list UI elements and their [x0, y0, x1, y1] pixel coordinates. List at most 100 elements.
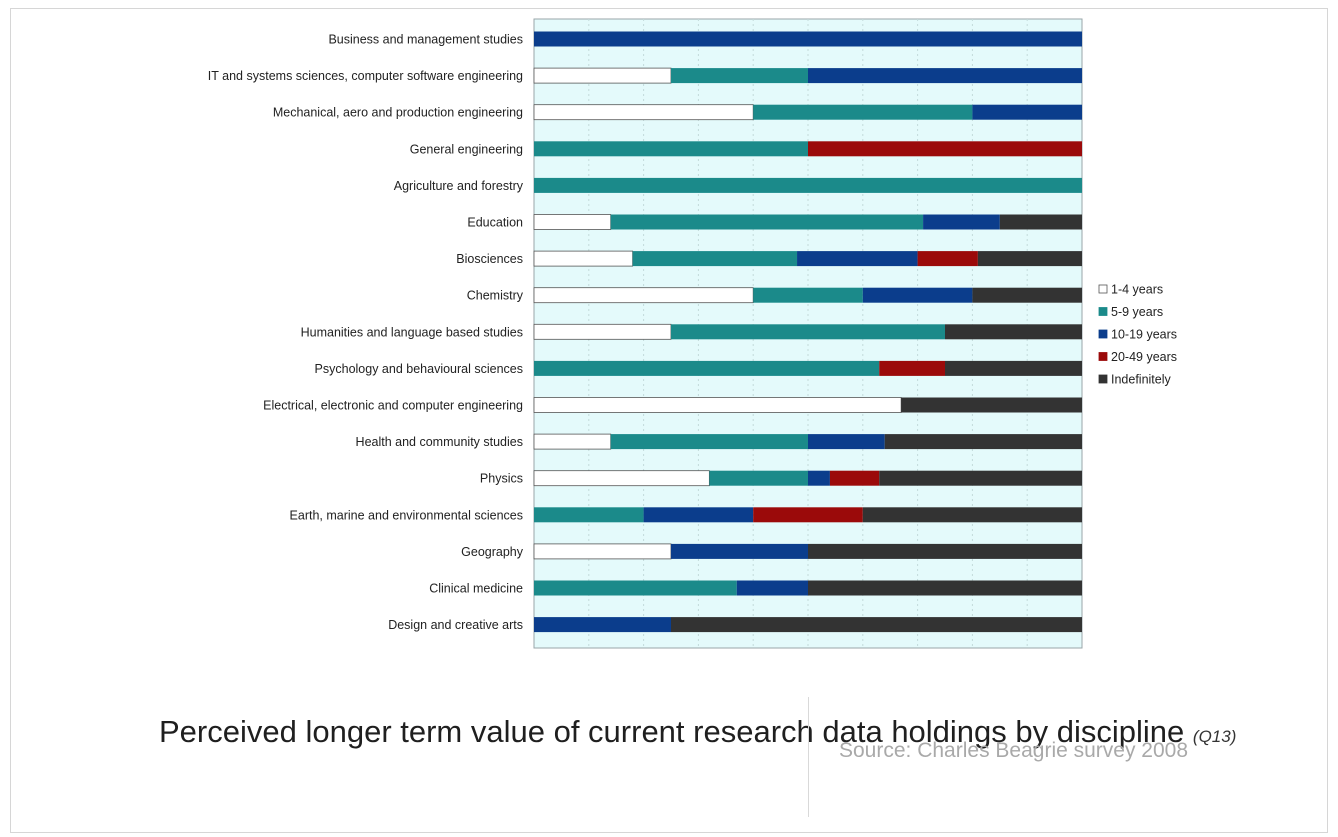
bar-segment-10-19-years [808, 68, 1082, 84]
bars [533, 31, 1082, 633]
bar-segment-indefinitely [945, 324, 1082, 340]
bar-segment-10-19-years [862, 287, 973, 303]
bar-segment-10-19-years [972, 104, 1082, 120]
category-label: Physics [480, 472, 523, 486]
category-label: Humanities and language based studies [301, 325, 523, 339]
category-label: Psychology and behavioural sciences [315, 362, 523, 376]
bar-segment-indefinitely [808, 580, 1082, 596]
legend-label: 5-9 years [1111, 305, 1163, 319]
bar-segment-5-9-years [671, 324, 945, 340]
legend: 1-4 years 5-9 years 10-19 years 20-49 years… [1098, 283, 1177, 387]
bar-row-humanities-and-language-based-studies [533, 323, 1082, 340]
bar-row-agriculture-and-forestry [534, 177, 1082, 193]
bar-segment-1-4-years [533, 543, 672, 560]
bar-segment-1-4-years [533, 323, 672, 340]
legend-item-20-49-years: 20-49 years [1098, 350, 1177, 364]
bar-segment-1-4-years [533, 287, 754, 304]
bar-segment-5-9-years [753, 287, 863, 303]
bar-segment-1-4-years [533, 214, 612, 230]
legend-label: 1-4 years [1111, 283, 1163, 297]
bar-segment-indefinitely [862, 507, 1082, 523]
bar-row-mechanical-aero-and-production-engineering [533, 104, 1082, 121]
legend-label: 20-49 years [1111, 350, 1177, 364]
bar-segment-indefinitely [884, 434, 1082, 450]
category-label: Agriculture and forestry [394, 179, 524, 193]
legend-swatch [1098, 374, 1108, 384]
legend-swatch [1098, 307, 1108, 316]
bar-segment-5-9-years [753, 104, 973, 120]
bar-segment-10-19-years [923, 214, 1000, 230]
bar-segment-10-19-years [534, 617, 671, 633]
stacked-bar-chart: Business and management studies IT and sy… [208, 18, 1177, 649]
bar-segment-5-9-years [610, 214, 924, 230]
bar-segment-10-19-years [808, 434, 885, 450]
category-label: General engineering [410, 142, 523, 156]
bar-segment-20-49-years [879, 360, 945, 376]
bar-segment-10-19-years [797, 251, 918, 267]
bar-segment-10-19-years [808, 470, 830, 486]
category-label: Design and creative arts [388, 618, 523, 632]
bar-row-general-engineering [534, 141, 1082, 157]
bar-segment-indefinitely [972, 287, 1082, 303]
legend-label: 10-19 years [1111, 328, 1177, 342]
bar-segment-indefinitely [671, 617, 1082, 633]
bar-segment-1-4-years [533, 250, 634, 267]
bar-segment-5-9-years [671, 68, 808, 84]
category-label: Geography [461, 545, 524, 559]
category-label: Chemistry [467, 289, 524, 303]
bar-segment-10-19-years [534, 31, 1082, 47]
bar-row-earth-marine-and-environmental-sciences [534, 507, 1082, 523]
bar-row-business-and-management-studies [534, 31, 1082, 47]
category-label: Earth, marine and environmental sciences [290, 508, 523, 522]
legend-item-1-4-years: 1-4 years [1098, 283, 1163, 297]
bar-row-biosciences [533, 250, 1082, 267]
bar-row-health-and-community-studies [533, 433, 1082, 450]
category-label: IT and systems sciences, computer softwa… [208, 69, 523, 83]
bar-row-education [533, 214, 1082, 230]
bar-row-chemistry [533, 287, 1082, 304]
bar-segment-20-49-years [753, 507, 863, 523]
bar-segment-5-9-years [534, 580, 737, 596]
source-note: Source: Charles Beagrie survey 2008 [839, 739, 1189, 762]
bar-segment-indefinitely [901, 397, 1082, 413]
slide: Business and management studies IT and sy… [10, 8, 1328, 833]
chart-title-text: Perceived longer term value of current r… [159, 714, 1185, 749]
bar-row-it-and-systems-sciences-computer-software-engineering [533, 67, 1082, 84]
category-label: Clinical medicine [429, 582, 523, 596]
bar-segment-10-19-years [643, 507, 754, 523]
legend-item-indefinitely: Indefinitely [1098, 373, 1172, 387]
bar-row-clinical-medicine [534, 580, 1082, 596]
bar-row-physics [533, 470, 1082, 487]
bar-segment-1-4-years [533, 397, 902, 413]
bar-segment-indefinitely [999, 214, 1082, 230]
category-label: Business and management studies [328, 33, 523, 47]
caption-divider [808, 697, 809, 817]
legend-label: Indefinitely [1111, 373, 1172, 387]
bar-segment-indefinitely [808, 543, 1082, 559]
bar-segment-indefinitely [977, 251, 1082, 267]
bar-segment-5-9-years [610, 434, 808, 450]
bar-row-psychology-and-behavioural-sciences [534, 360, 1082, 376]
bar-segment-indefinitely [945, 360, 1082, 376]
bar-segment-1-4-years [533, 433, 612, 450]
bar-segment-5-9-years [534, 141, 808, 157]
legend-item-5-9-years: 5-9 years [1098, 305, 1163, 319]
bar-segment-5-9-years [709, 470, 808, 486]
bar-segment-5-9-years [534, 507, 644, 523]
bar-segment-20-49-years [829, 470, 880, 486]
bar-segment-10-19-years [671, 543, 808, 559]
bar-row-design-and-creative-arts [534, 617, 1082, 633]
bar-segment-10-19-years [736, 580, 808, 596]
chart-title: Perceived longer term value of current r… [159, 712, 1236, 757]
chart-title-note: (Q13) [1192, 727, 1237, 746]
bar-segment-1-4-years [533, 67, 672, 84]
category-label: Biosciences [456, 252, 523, 266]
bar-segment-5-9-years [632, 251, 798, 267]
legend-swatch [1098, 284, 1108, 294]
category-label: Mechanical, aero and production engineer… [273, 106, 523, 120]
bar-segment-20-49-years [917, 251, 978, 267]
legend-item-10-19-years: 10-19 years [1098, 328, 1177, 342]
bar-segment-5-9-years [534, 177, 1082, 193]
legend-swatch [1098, 329, 1108, 339]
category-labels: Business and management studies IT and sy… [208, 33, 524, 633]
